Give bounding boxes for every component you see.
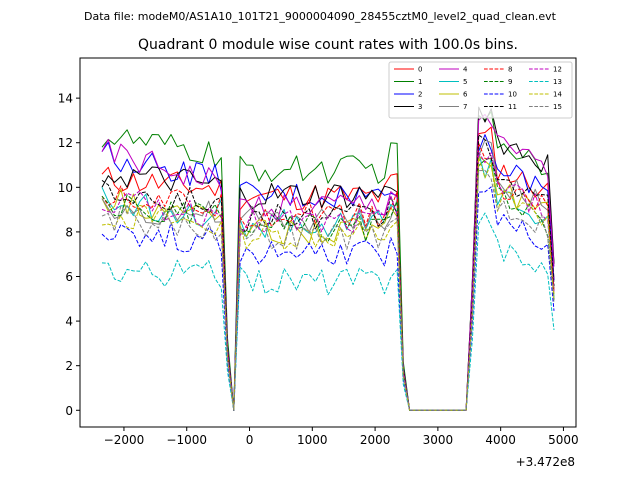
series-line-15 <box>101 169 555 411</box>
x-tick-label: 1000 <box>297 433 328 447</box>
series-line-10 <box>101 186 555 411</box>
series-line-0 <box>101 126 555 411</box>
x-tick-label: 3000 <box>423 433 454 447</box>
legend-label-5: 5 <box>463 78 467 86</box>
legend-label-1: 1 <box>418 78 422 86</box>
y-tick-label: 6 <box>65 270 73 284</box>
plot-area: −2000 −1000 0 1000 2000 3000 4000 5000 02468101… <box>58 57 579 469</box>
series-layer <box>101 106 555 411</box>
x-tick-label: 4000 <box>485 433 516 447</box>
legend-label-14: 14 <box>553 91 562 99</box>
x-tick-label: −1000 <box>166 433 207 447</box>
legend-box <box>388 61 573 119</box>
series-line-12 <box>101 152 555 411</box>
legend-label-13: 13 <box>553 78 562 86</box>
y-tick-label: 4 <box>65 315 73 329</box>
series-line-13 <box>101 212 555 411</box>
y-tick-label: 2 <box>65 359 73 373</box>
x-tick-label: 2000 <box>360 433 391 447</box>
axes-frame <box>79 57 577 428</box>
x-tick-label: 0 <box>246 433 254 447</box>
x-axis: −2000 −1000 0 1000 2000 3000 4000 5000 <box>104 427 579 447</box>
legend-label-3: 3 <box>418 103 422 111</box>
series-line-4 <box>101 113 555 411</box>
legend-label-4: 4 <box>463 66 468 74</box>
y-tick-label: 8 <box>65 225 73 239</box>
legend-label-6: 6 <box>463 91 468 99</box>
y-axis: 0 2 4 6 8 10 12 14 <box>58 92 80 418</box>
legend-label-11: 11 <box>508 103 517 111</box>
series-line-14 <box>101 156 555 411</box>
x-tick-label: −2000 <box>104 433 145 447</box>
legend-label-15: 15 <box>553 103 562 111</box>
legend-label-2: 2 <box>418 91 422 99</box>
x-tick-label: 5000 <box>548 433 579 447</box>
y-tick-label: 10 <box>58 181 73 195</box>
legend-label-9: 9 <box>508 78 512 86</box>
legend-label-8: 8 <box>508 66 512 74</box>
series-line-11 <box>101 134 555 411</box>
y-tick-label: 12 <box>58 136 73 150</box>
x-offset-label: +3.472e8 <box>516 455 575 469</box>
legend-label-0: 0 <box>418 66 422 74</box>
chart-title: Quadrant 0 module wise count rates with … <box>138 37 518 53</box>
suptitle: Data file: modeM0/AS1A10_101T21_90000040… <box>84 10 557 23</box>
legend-label-7: 7 <box>463 103 467 111</box>
y-tick-label: 14 <box>58 92 73 106</box>
legend-label-10: 10 <box>508 91 517 99</box>
legend-label-12: 12 <box>553 66 562 74</box>
y-tick-label: 0 <box>65 404 73 418</box>
